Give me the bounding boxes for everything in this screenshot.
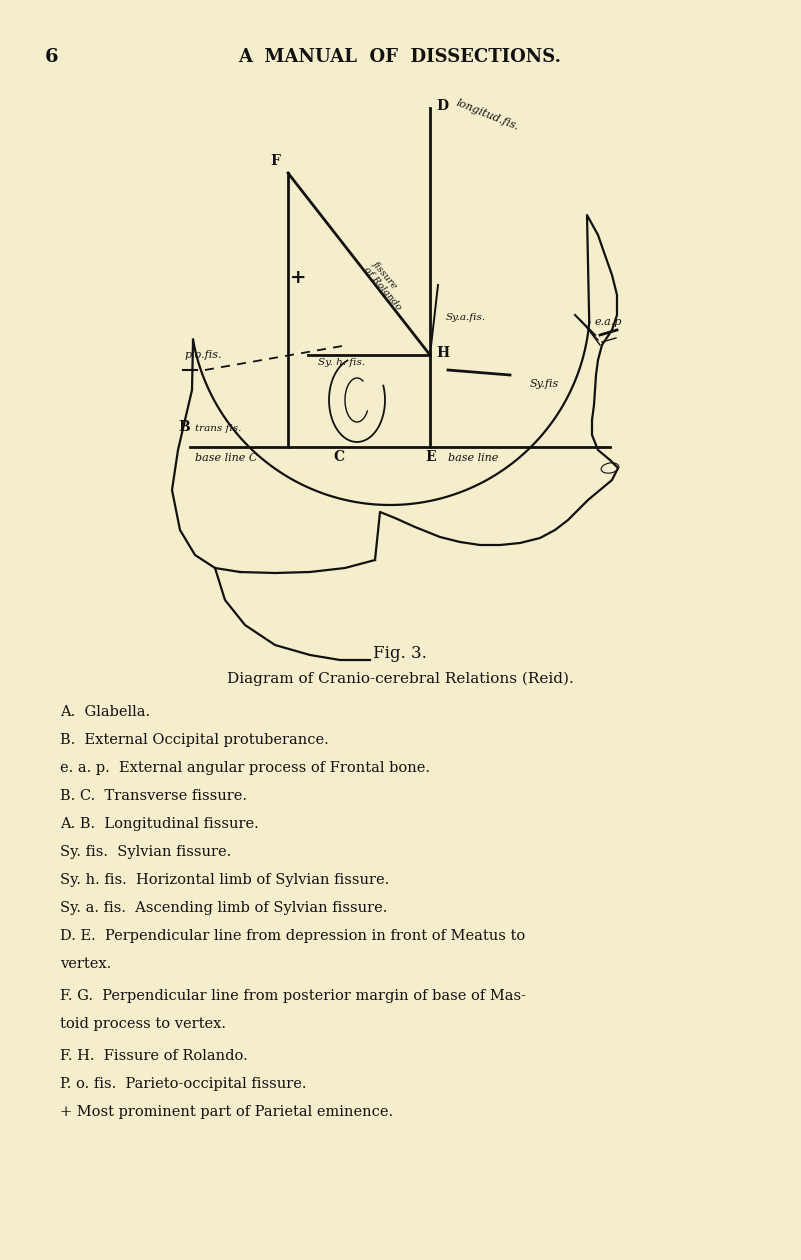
Text: F. G.  Perpendicular line from posterior margin of base of Mas-: F. G. Perpendicular line from posterior … xyxy=(60,989,526,1003)
Text: P. o. fis.  Parieto-occipital fissure.: P. o. fis. Parieto-occipital fissure. xyxy=(60,1077,307,1091)
Text: H: H xyxy=(436,346,449,360)
Text: D. E.  Perpendicular line from depression in front of Meatus to: D. E. Perpendicular line from depression… xyxy=(60,929,525,942)
Text: E: E xyxy=(425,450,436,464)
Text: A  MANUAL  OF  DISSECTIONS.: A MANUAL OF DISSECTIONS. xyxy=(239,48,562,66)
Text: 6: 6 xyxy=(45,48,58,66)
Text: Sy. h. fis.: Sy. h. fis. xyxy=(318,358,365,367)
Text: vertex.: vertex. xyxy=(60,958,111,971)
Text: Sy.fis: Sy.fis xyxy=(530,379,559,389)
Text: B.  External Occipital protuberance.: B. External Occipital protuberance. xyxy=(60,733,328,747)
Text: Sy. a. fis.  Ascending limb of Sylvian fissure.: Sy. a. fis. Ascending limb of Sylvian fi… xyxy=(60,901,388,915)
Text: longitud.fis.: longitud.fis. xyxy=(455,97,521,132)
Text: base line: base line xyxy=(448,454,498,462)
Text: Sy.a.fis.: Sy.a.fis. xyxy=(446,312,486,323)
Text: C: C xyxy=(333,450,344,464)
Text: p.o.fis.: p.o.fis. xyxy=(185,350,223,360)
Text: trans fis.: trans fis. xyxy=(195,425,241,433)
Text: D: D xyxy=(436,100,448,113)
Text: A. B.  Longitudinal fissure.: A. B. Longitudinal fissure. xyxy=(60,816,259,832)
Text: B. C.  Transverse fissure.: B. C. Transverse fissure. xyxy=(60,789,247,803)
Text: e. a. p.  External angular process of Frontal bone.: e. a. p. External angular process of Fro… xyxy=(60,761,430,775)
Text: B: B xyxy=(178,420,190,433)
Text: Sy. fis.  Sylvian fissure.: Sy. fis. Sylvian fissure. xyxy=(60,845,231,859)
Text: toid process to vertex.: toid process to vertex. xyxy=(60,1017,226,1031)
Text: F. H.  Fissure of Rolando.: F. H. Fissure of Rolando. xyxy=(60,1050,248,1063)
Text: Fig. 3.: Fig. 3. xyxy=(373,645,427,662)
Text: fissure
of Rolando: fissure of Rolando xyxy=(362,260,411,312)
Text: F: F xyxy=(270,154,280,168)
Text: e.a.p: e.a.p xyxy=(595,318,622,328)
Text: + Most prominent part of Parietal eminence.: + Most prominent part of Parietal eminen… xyxy=(60,1105,393,1119)
Text: A.  Glabella.: A. Glabella. xyxy=(60,706,150,719)
Text: base line C: base line C xyxy=(195,454,257,462)
Text: Diagram of Cranio-cerebral Relations (Reid).: Diagram of Cranio-cerebral Relations (Re… xyxy=(227,672,574,687)
Text: Sy. h. fis.  Horizontal limb of Sylvian fissure.: Sy. h. fis. Horizontal limb of Sylvian f… xyxy=(60,873,389,887)
Text: +: + xyxy=(290,268,306,287)
